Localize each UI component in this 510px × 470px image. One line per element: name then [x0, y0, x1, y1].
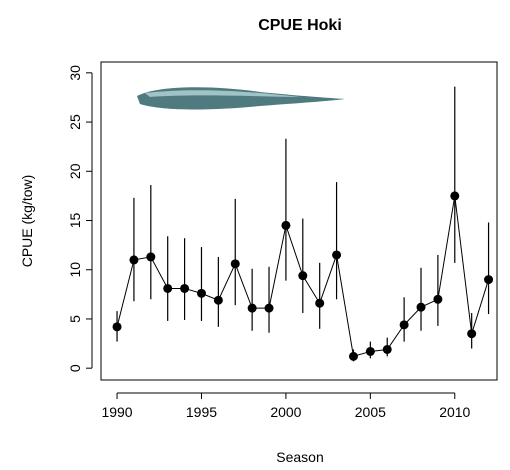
x-tick-label: 1990 — [101, 404, 132, 420]
plot-frame — [100, 61, 498, 381]
x-tick-label: 1995 — [186, 404, 217, 420]
y-tick-label: 15 — [67, 213, 83, 229]
point — [450, 191, 460, 201]
point — [230, 259, 240, 269]
point — [433, 294, 443, 304]
x-axis-label: Season — [276, 449, 323, 465]
point — [382, 344, 392, 354]
point — [416, 302, 426, 312]
point — [196, 288, 206, 298]
point — [146, 252, 156, 262]
point — [399, 320, 409, 330]
chart-title: CPUE Hoki — [258, 17, 342, 34]
point — [247, 303, 257, 313]
y-tick-label: 0 — [67, 364, 83, 372]
point — [365, 346, 375, 356]
point — [484, 275, 494, 285]
point — [467, 329, 477, 339]
point — [163, 283, 173, 293]
point — [315, 298, 325, 308]
point — [332, 250, 342, 260]
y-tick-label: 20 — [67, 163, 83, 179]
point — [281, 220, 291, 230]
y-axis-label: CPUE (kg/tow) — [19, 175, 35, 268]
x-tick-label: 2005 — [355, 404, 386, 420]
point — [112, 322, 122, 332]
fish-image — [137, 87, 345, 110]
point — [298, 271, 308, 281]
point — [129, 255, 139, 265]
y-tick-label: 30 — [67, 65, 83, 81]
point — [264, 303, 274, 313]
x-tick-label: 2000 — [270, 404, 301, 420]
point — [180, 283, 190, 293]
y-tick-label: 5 — [67, 315, 83, 323]
point — [213, 295, 223, 305]
point — [348, 351, 358, 361]
x-tick-label: 2010 — [439, 404, 470, 420]
y-tick-label: 25 — [67, 114, 83, 130]
y-tick-label: 10 — [67, 262, 83, 278]
